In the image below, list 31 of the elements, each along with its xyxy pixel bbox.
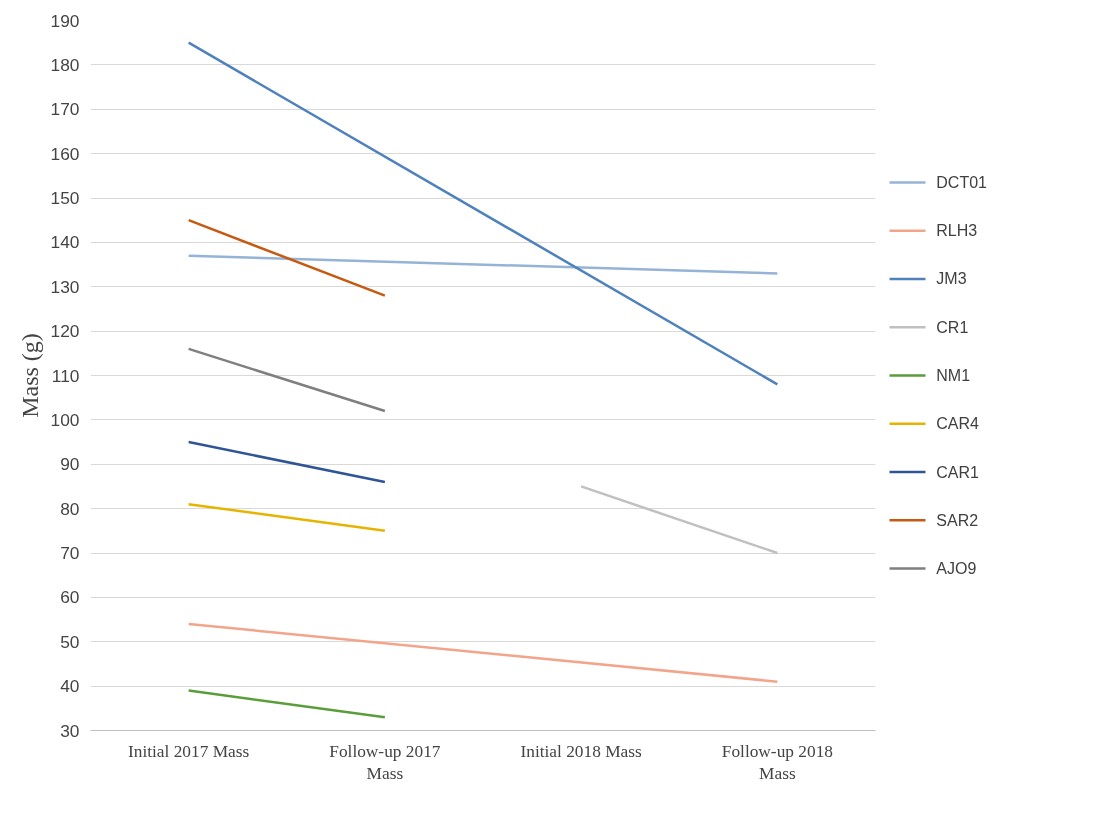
legend-label: AJO9: [936, 560, 977, 578]
y-tick-label: 90: [60, 454, 80, 475]
legend-label: DCT01: [936, 173, 988, 191]
y-tick-label: 140: [50, 232, 80, 253]
legend-label: JM3: [936, 270, 967, 288]
y-axis-title: Mass (g): [16, 333, 43, 418]
y-tick-label: 110: [51, 365, 80, 386]
x-tick-label: Follow-up 2017 Mass: [329, 741, 441, 784]
y-tick-label: 30: [60, 720, 80, 741]
y-tick-label: 160: [50, 143, 80, 164]
y-tick-label: 100: [50, 409, 80, 430]
legend-label: CR1: [936, 318, 969, 336]
y-tick-label: 170: [50, 99, 80, 120]
y-tick-label: 120: [50, 321, 80, 342]
x-tick-label: Initial 2018 Mass: [520, 741, 643, 761]
legend-label: NM1: [936, 367, 971, 384]
y-tick-label: 80: [60, 498, 80, 519]
x-tick-label: Initial 2017 Mass: [127, 741, 250, 761]
y-tick-label: 40: [60, 676, 80, 697]
y-tick-label: 150: [50, 188, 80, 208]
y-tick-label: 50: [60, 631, 80, 652]
legend-label: CAR1: [936, 463, 980, 481]
y-tick-label: 130: [50, 276, 80, 297]
legend-label: RLH3: [936, 222, 978, 240]
legend-label: SAR2: [936, 511, 979, 529]
x-tick-label: Follow-up 2018 Mass: [721, 741, 833, 784]
y-tick-label: 60: [60, 587, 80, 608]
legend-label: CAR4: [936, 415, 980, 433]
y-tick-label: 70: [60, 543, 80, 563]
y-tick-label: 180: [50, 54, 80, 75]
y-tick-label: 190: [50, 10, 80, 31]
